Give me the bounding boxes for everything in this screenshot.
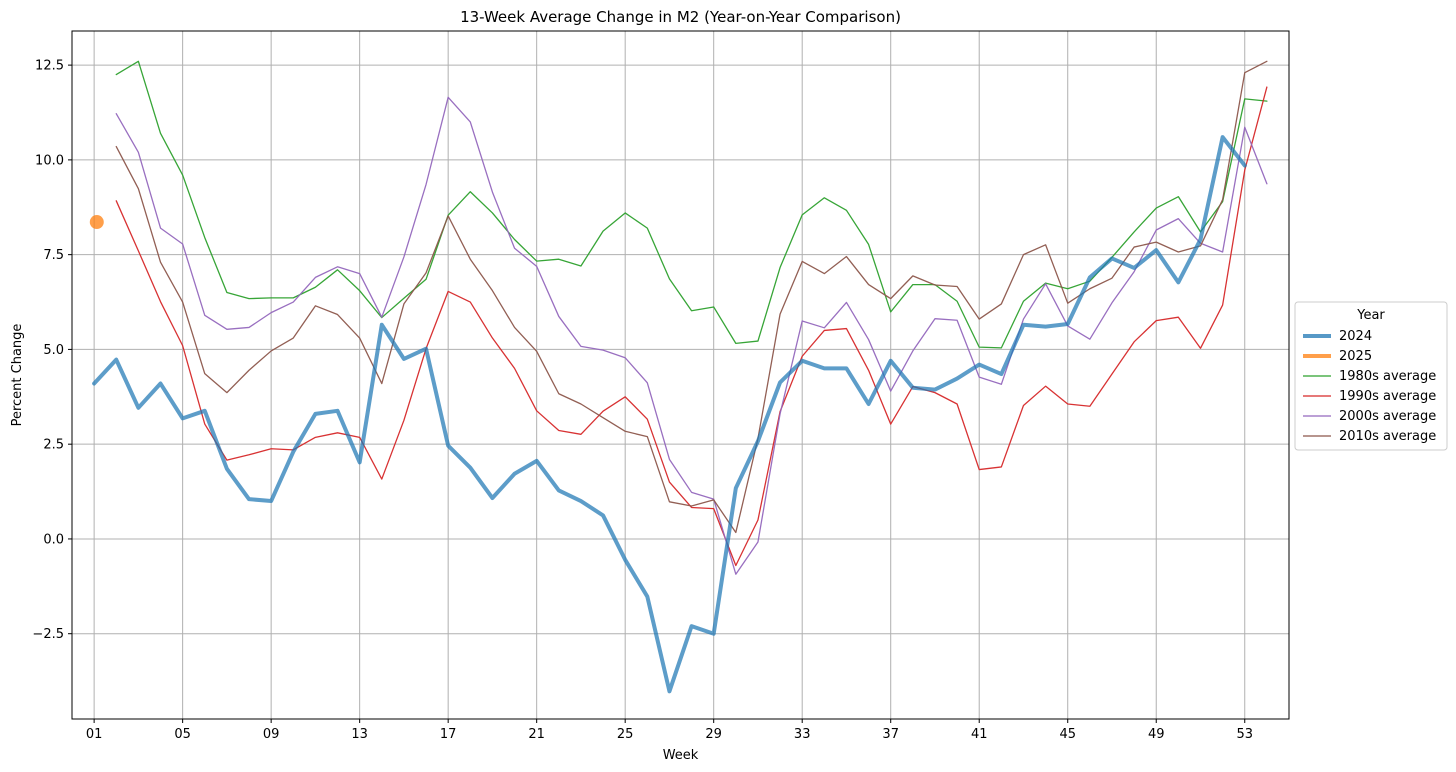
legend-box (1294, 301, 1448, 451)
legend-entry: 2025 (1339, 349, 1372, 364)
plot-series (89, 60, 1268, 694)
legend-title: Year (1356, 308, 1385, 323)
legend-entry: 2010s average (1339, 429, 1436, 444)
x-tick-label: 25 (617, 727, 634, 742)
x-tick-label: 05 (174, 727, 191, 742)
x-tick-label: 01 (86, 727, 103, 742)
series-line-2000s-average (115, 96, 1268, 575)
legend-entry: 2000s average (1339, 409, 1436, 424)
x-tick-label: 29 (705, 727, 722, 742)
legend-entry: 1980s average (1339, 369, 1436, 384)
series-line-2024 (92, 135, 1247, 694)
plot-frame (71, 30, 1290, 720)
x-tick-label: 13 (351, 727, 368, 742)
legend-entry: 1990s average (1339, 389, 1436, 404)
y-axis-label: Percent Change (10, 324, 25, 427)
x-tick-label: 53 (1236, 727, 1253, 742)
x-tick-label: 33 (794, 727, 811, 742)
series-line-1990s-average (115, 86, 1268, 567)
series-line-1980s-average (115, 60, 1268, 349)
y-tick-label: 10.0 (35, 153, 64, 168)
x-tick-label: 45 (1059, 727, 1076, 742)
y-tick-label: 2.5 (43, 438, 64, 453)
x-tick-label: 37 (882, 727, 899, 742)
y-tick-label: 0.0 (43, 532, 64, 547)
y-tick-label: 12.5 (35, 59, 64, 74)
y-tick-label: −2.5 (32, 627, 64, 642)
x-tick-label: 49 (1148, 727, 1165, 742)
axis-ticks: 01 05 09 13 17 21 25 29 33 37 41 45 49 53 −2.5 0.0 2.5 5.… (32, 59, 1253, 742)
x-tick-label: 41 (971, 727, 988, 742)
grid-lines (72, 31, 1289, 719)
series-point-2025 (89, 215, 104, 230)
legend-items: 2024 2025 1980s average 1990s average 2000s … (1303, 329, 1436, 444)
x-tick-label: 17 (440, 727, 457, 742)
x-tick-label: 09 (263, 727, 280, 742)
y-tick-label: 7.5 (43, 248, 64, 263)
series-line-2010s-average (115, 60, 1268, 534)
legend-entry: 2024 (1339, 329, 1372, 344)
x-axis-label: Week (663, 748, 699, 763)
x-tick-label: 21 (528, 727, 545, 742)
y-tick-label: 5.0 (43, 343, 64, 358)
chart-title: 13-Week Average Change in M2 (Year-on-Ye… (460, 8, 901, 26)
